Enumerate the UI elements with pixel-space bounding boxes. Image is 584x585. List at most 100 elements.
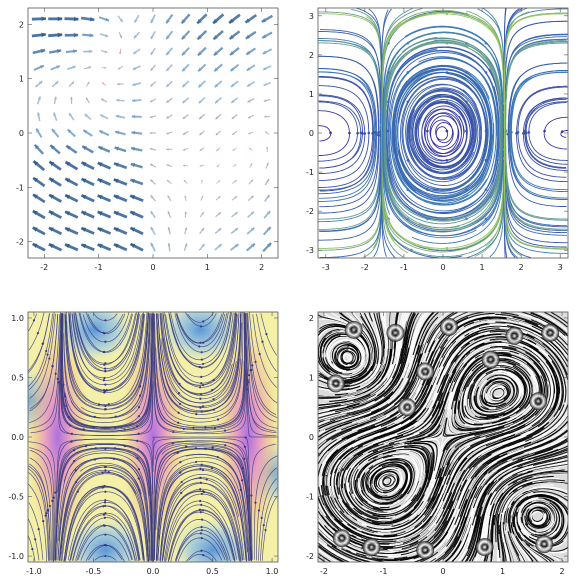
lic-texture — [318, 312, 568, 562]
vector-arrow-head — [199, 132, 203, 135]
y-tick-label: 2 — [309, 51, 314, 60]
vector-arrow-head — [130, 227, 136, 232]
streamline-arrow — [200, 537, 203, 540]
vector-arrow-head — [115, 130, 120, 135]
lic-stroke — [550, 312, 568, 324]
streamline — [28, 313, 54, 387]
streamline-arrow — [199, 386, 202, 389]
lic-stroke — [343, 444, 386, 484]
vector-arrow-head — [229, 18, 234, 24]
vector-arrow-head — [183, 164, 186, 167]
x-tick-label: 1 — [500, 567, 505, 576]
streamline — [560, 129, 568, 138]
x-tick-label: -1 — [95, 263, 103, 272]
vector-arrow-head — [199, 164, 202, 167]
vector-arrow-head — [230, 67, 235, 71]
vector-arrow-head — [50, 145, 55, 150]
streamline — [164, 500, 238, 562]
streamline-arrow — [199, 499, 202, 503]
vector-arrow-head — [262, 34, 267, 38]
lic-stroke — [474, 413, 530, 437]
lic-stroke — [448, 327, 500, 355]
streamline — [157, 469, 247, 561]
streamline — [163, 313, 238, 394]
vector-arrow-head — [41, 32, 46, 38]
vector-arrow-head — [215, 100, 219, 104]
streamline — [152, 436, 253, 561]
vector-arrow-head — [97, 243, 103, 249]
lic-stroke — [319, 365, 373, 382]
streamline — [157, 312, 241, 407]
lic-stroke — [351, 403, 406, 431]
vector-arrow-head — [48, 243, 54, 249]
vector-arrow-head — [216, 165, 219, 168]
vector-arrow-head — [182, 67, 186, 72]
lic-stroke — [318, 401, 377, 421]
vector-arrow-head — [81, 162, 87, 167]
stream-density-field — [28, 312, 278, 562]
streamline-arrow — [484, 129, 488, 133]
lic-stroke — [408, 312, 427, 356]
lic-stroke — [387, 448, 428, 477]
vector-arrow-head — [234, 228, 238, 232]
lic-stroke — [331, 545, 369, 562]
lic-stroke — [363, 312, 379, 364]
vector-arrow-head — [105, 17, 110, 22]
vector-arrow-head — [201, 195, 204, 199]
lic-stroke — [463, 358, 511, 390]
vector-arrow-head — [119, 18, 123, 22]
vector-arrow-head — [216, 148, 219, 152]
lic-stroke — [448, 470, 475, 525]
lic-stroke — [477, 464, 518, 508]
streamline-arrow — [445, 159, 449, 162]
vector-arrow-head — [56, 65, 60, 69]
lic-stroke — [431, 354, 459, 409]
streamline — [261, 496, 278, 561]
streamline — [28, 313, 50, 374]
streamline-arrow — [258, 352, 261, 356]
streamline-arrow — [104, 554, 107, 558]
streamline — [60, 472, 148, 562]
y-tick-label: 0.0 — [11, 433, 24, 442]
streamline-arrow — [199, 397, 202, 400]
lic-stroke — [335, 406, 392, 431]
streamline — [176, 313, 223, 344]
streamline — [247, 313, 277, 416]
x-tick-label: -2 — [40, 263, 48, 272]
lic-stroke — [508, 489, 539, 534]
lic-stroke — [543, 498, 563, 541]
vector-arrow-head — [32, 211, 38, 216]
streamline — [63, 313, 151, 419]
lic-stroke — [448, 464, 477, 518]
lic-stroke — [483, 380, 514, 404]
lic-stroke — [512, 534, 532, 562]
vector-arrow-head — [266, 178, 270, 182]
lic-stroke — [532, 456, 568, 466]
lic-stroke — [474, 492, 493, 550]
vector-arrow-head — [114, 162, 119, 167]
lic-stroke — [530, 312, 568, 337]
vector-arrow-head — [183, 180, 187, 183]
streamline-arrow — [31, 547, 34, 551]
streamline — [156, 464, 248, 561]
lic-stroke — [537, 312, 568, 332]
streamline-arrow — [104, 369, 107, 373]
lic-stroke — [454, 336, 506, 363]
lic-stroke — [454, 425, 511, 448]
y-tick-label: -1 — [306, 493, 314, 502]
stream-density-plot: -1.0 -0.5 0.0 0.5 1.0 -1.0 -0.5 0.0 0.5 1.0 — [8, 311, 278, 576]
vector-arrow-head — [49, 194, 55, 199]
lic-stroke — [473, 479, 498, 534]
streamline — [509, 70, 568, 201]
vector-arrow-head — [249, 148, 252, 150]
vector-arrow-head — [65, 162, 71, 167]
streamline — [166, 504, 236, 561]
streamline-arrow — [104, 404, 107, 408]
streamline-arrow — [180, 480, 183, 484]
lic-stroke — [322, 439, 356, 487]
lic-vortex — [416, 541, 435, 560]
lic-stroke — [532, 464, 568, 472]
streamline — [252, 314, 278, 388]
vector-arrow-head — [150, 19, 154, 24]
streamline — [153, 312, 246, 430]
